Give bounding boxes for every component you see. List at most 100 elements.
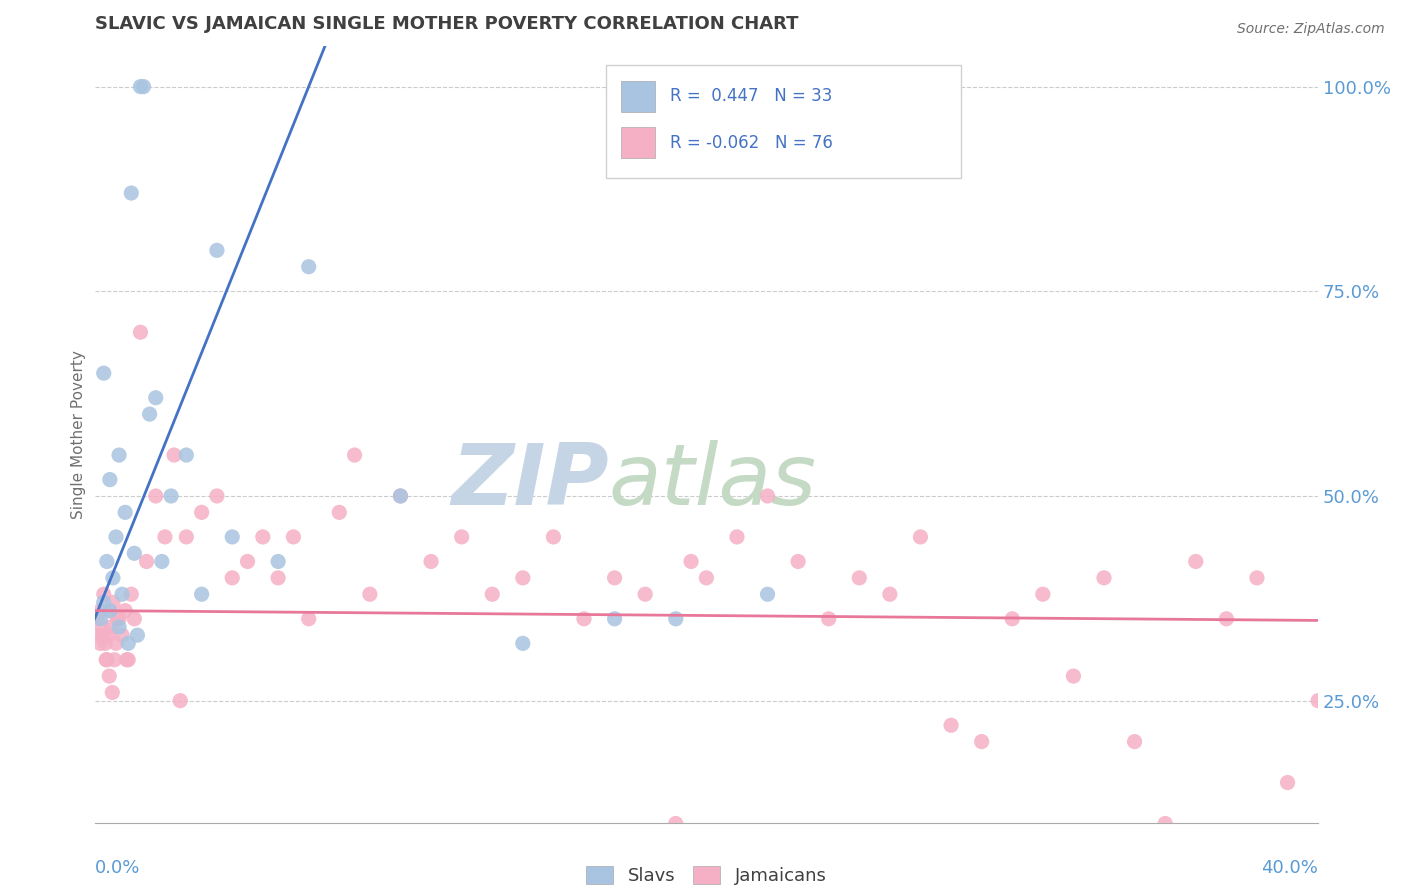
Point xyxy=(512,571,534,585)
Point xyxy=(665,612,688,626)
Point xyxy=(389,489,412,503)
Point xyxy=(108,612,131,626)
Point xyxy=(205,489,228,503)
Point xyxy=(101,685,124,699)
Point xyxy=(115,653,138,667)
FancyBboxPatch shape xyxy=(606,65,960,178)
Point xyxy=(1215,612,1237,626)
Legend: Slavs, Jamaicans: Slavs, Jamaicans xyxy=(579,858,834,892)
Point xyxy=(93,587,115,601)
Point xyxy=(135,554,157,568)
Point xyxy=(124,612,146,626)
Point xyxy=(298,260,321,274)
Point xyxy=(1001,612,1024,626)
Point xyxy=(1184,554,1206,568)
Point xyxy=(114,604,136,618)
Point xyxy=(101,595,124,609)
Point xyxy=(120,186,142,200)
Point xyxy=(91,620,114,634)
Point xyxy=(359,587,381,601)
Point xyxy=(725,530,748,544)
Point xyxy=(96,653,118,667)
Point xyxy=(848,571,870,585)
Point xyxy=(1308,694,1330,708)
Text: R = -0.062   N = 76: R = -0.062 N = 76 xyxy=(669,134,832,152)
Point xyxy=(89,636,111,650)
Point xyxy=(1032,587,1054,601)
Point xyxy=(96,653,118,667)
Point xyxy=(267,571,290,585)
Point xyxy=(879,587,901,601)
Point xyxy=(145,489,167,503)
Point xyxy=(114,505,136,519)
Point xyxy=(86,612,108,626)
Point xyxy=(420,554,443,568)
Point xyxy=(117,653,139,667)
Point xyxy=(481,587,503,601)
Point xyxy=(129,325,152,339)
Point xyxy=(1154,816,1177,830)
Text: 40.0%: 40.0% xyxy=(1261,859,1319,877)
Point xyxy=(1277,775,1299,789)
Point xyxy=(572,612,595,626)
Point xyxy=(1062,669,1084,683)
Point xyxy=(756,587,779,601)
Point xyxy=(124,546,146,560)
Point xyxy=(132,79,155,94)
Point xyxy=(111,587,134,601)
Point xyxy=(252,530,274,544)
Text: ZIP: ZIP xyxy=(451,440,609,523)
Point xyxy=(817,612,839,626)
Point xyxy=(101,571,124,585)
Point xyxy=(681,554,703,568)
Point xyxy=(190,505,212,519)
Point xyxy=(283,530,305,544)
Point xyxy=(1092,571,1115,585)
Point xyxy=(205,244,228,258)
Point xyxy=(98,473,121,487)
Point xyxy=(190,587,212,601)
Point xyxy=(389,489,412,503)
Point xyxy=(267,554,290,568)
Point xyxy=(90,612,112,626)
Point xyxy=(939,718,962,732)
Point xyxy=(97,628,120,642)
Point xyxy=(93,595,115,609)
Point xyxy=(603,612,626,626)
Point xyxy=(90,604,112,618)
Point xyxy=(695,571,717,585)
Point xyxy=(103,653,125,667)
Point xyxy=(98,669,121,683)
Point xyxy=(108,448,131,462)
Text: Source: ZipAtlas.com: Source: ZipAtlas.com xyxy=(1237,22,1385,37)
Point xyxy=(450,530,472,544)
Point xyxy=(169,694,191,708)
FancyBboxPatch shape xyxy=(620,80,655,112)
Point xyxy=(96,554,118,568)
Point xyxy=(89,628,111,642)
Point xyxy=(104,530,127,544)
Point xyxy=(221,571,243,585)
Point xyxy=(512,636,534,650)
Point xyxy=(221,530,243,544)
Point xyxy=(756,489,779,503)
Point xyxy=(104,636,127,650)
Point xyxy=(120,587,142,601)
Text: 0.0%: 0.0% xyxy=(94,859,141,877)
Point xyxy=(98,604,121,618)
Point xyxy=(93,366,115,380)
Point xyxy=(145,391,167,405)
Point xyxy=(160,489,183,503)
Point xyxy=(138,407,160,421)
FancyBboxPatch shape xyxy=(620,128,655,159)
Point xyxy=(910,530,932,544)
Text: SLAVIC VS JAMAICAN SINGLE MOTHER POVERTY CORRELATION CHART: SLAVIC VS JAMAICAN SINGLE MOTHER POVERTY… xyxy=(94,15,799,33)
Point xyxy=(107,612,129,626)
Point xyxy=(100,620,122,634)
Text: R =  0.447   N = 33: R = 0.447 N = 33 xyxy=(669,87,832,105)
Point xyxy=(127,628,149,642)
Point xyxy=(176,530,198,544)
Point xyxy=(634,587,657,601)
Point xyxy=(98,604,121,618)
Point xyxy=(108,620,131,634)
